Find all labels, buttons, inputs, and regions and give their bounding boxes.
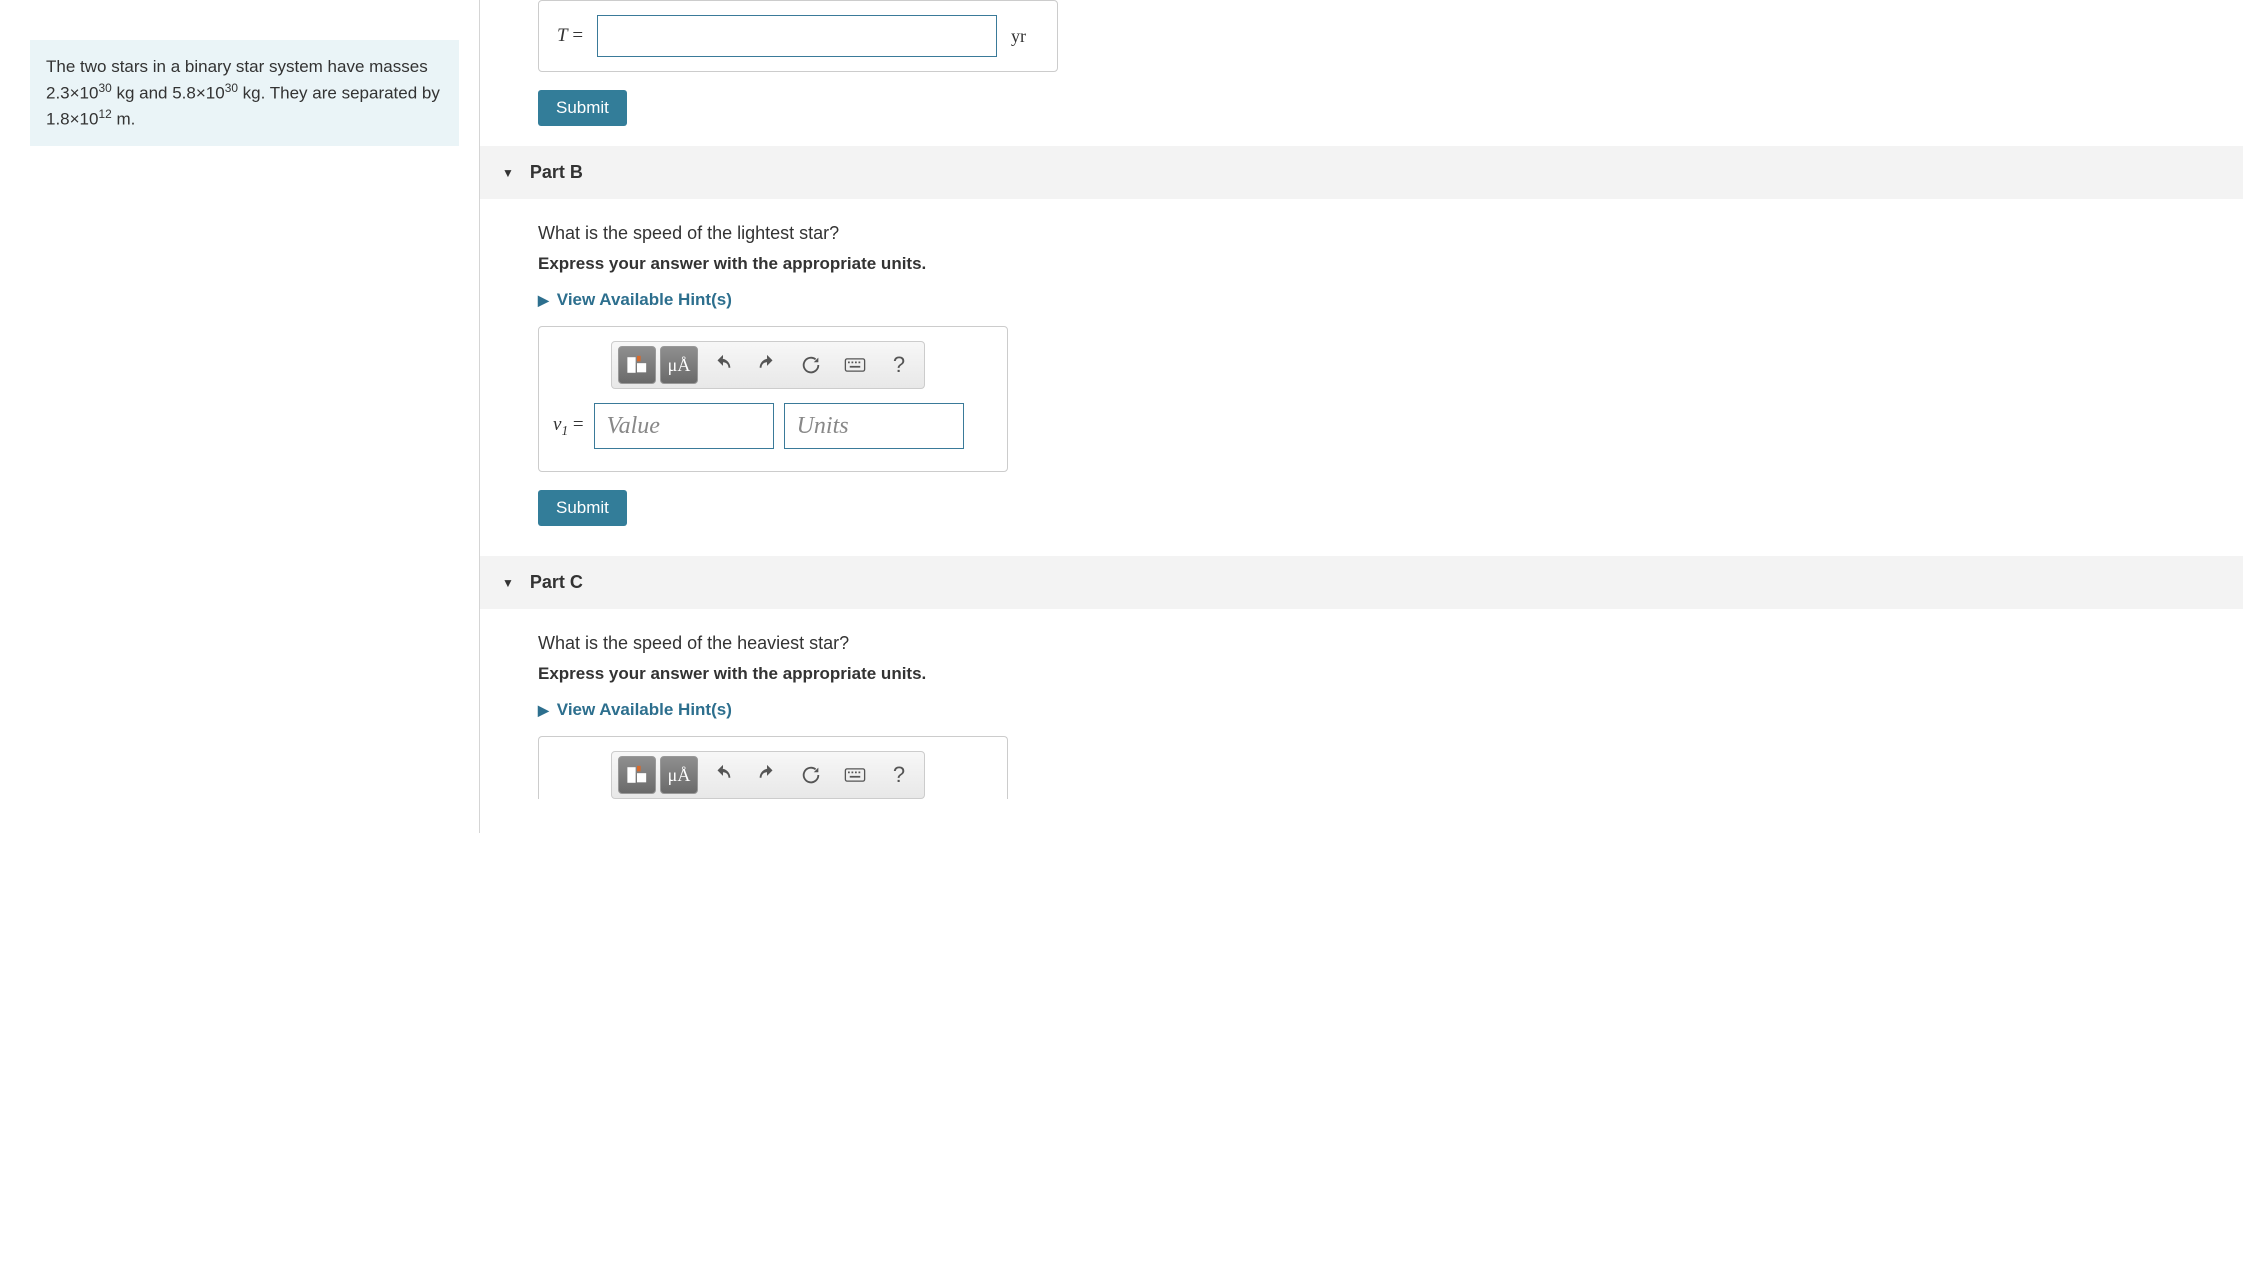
part-c-answer-box: μÅ ?	[538, 736, 1008, 799]
collapse-icon: ▼	[502, 576, 514, 590]
units-icon[interactable]: μÅ	[660, 756, 698, 794]
part-c-instruction: Express your answer with the appropriate…	[480, 664, 2243, 684]
answer-area: T = yr Submit ▼ Part B What is the speed…	[480, 0, 2243, 833]
part-c-header[interactable]: ▼ Part C	[480, 556, 2243, 609]
part-b-question: What is the speed of the lightest star?	[480, 223, 2243, 244]
hints-label: View Available Hint(s)	[557, 290, 732, 310]
chevron-right-icon: ▶	[538, 292, 549, 309]
mass2-exp: 30	[225, 81, 238, 95]
mass1-exp: 30	[98, 81, 111, 95]
sep-prefix: . They are separated by	[261, 83, 440, 102]
redo-icon[interactable]	[748, 346, 786, 384]
mass2-coef: 5.8×10	[172, 83, 224, 102]
problem-statement: The two stars in a binary star system ha…	[30, 40, 459, 146]
templates-icon[interactable]	[618, 346, 656, 384]
units-icon[interactable]: μÅ	[660, 346, 698, 384]
redo-icon[interactable]	[748, 756, 786, 794]
part-c-hints-toggle[interactable]: ▶ View Available Hint(s)	[480, 700, 2243, 720]
part-a-variable: T =	[557, 25, 583, 47]
problem-text: The two stars in a binary star system ha…	[46, 57, 428, 76]
collapse-icon: ▼	[502, 166, 514, 180]
help-icon[interactable]: ?	[880, 756, 918, 794]
part-b-answer-box: μÅ ? v1 = Value Units	[538, 326, 1008, 472]
chevron-right-icon: ▶	[538, 702, 549, 719]
part-a-answer-block: T = yr Submit	[480, 0, 2243, 146]
period: .	[131, 109, 136, 128]
sep-exp: 12	[98, 107, 111, 121]
mass-unit-2: kg	[238, 83, 261, 102]
undo-icon[interactable]	[704, 756, 742, 794]
part-c-question: What is the speed of the heaviest star?	[480, 633, 2243, 654]
part-b-header[interactable]: ▼ Part B	[480, 146, 2243, 199]
part-a-input[interactable]	[597, 15, 997, 57]
keyboard-icon[interactable]	[836, 346, 874, 384]
undo-icon[interactable]	[704, 346, 742, 384]
part-a-submit-button[interactable]: Submit	[538, 90, 627, 126]
part-b-units-input[interactable]: Units	[784, 403, 964, 449]
reset-icon[interactable]	[792, 346, 830, 384]
part-b-toolbar: μÅ ?	[611, 341, 925, 389]
part-b-title: Part B	[530, 162, 583, 183]
mass-unit-1: kg	[112, 83, 135, 102]
mass1-coef: 2.3×10	[46, 83, 98, 102]
part-b-value-input[interactable]: Value	[594, 403, 774, 449]
templates-icon[interactable]	[618, 756, 656, 794]
part-b-instruction: Express your answer with the appropriate…	[480, 254, 2243, 274]
part-c-title: Part C	[530, 572, 583, 593]
and-text: and	[134, 83, 172, 102]
part-c-toolbar: μÅ ?	[611, 751, 925, 799]
sep-unit: m	[112, 109, 131, 128]
keyboard-icon[interactable]	[836, 756, 874, 794]
hints-label: View Available Hint(s)	[557, 700, 732, 720]
part-a-unit: yr	[1011, 26, 1026, 47]
part-b-variable: v1 =	[553, 414, 584, 439]
help-icon[interactable]: ?	[880, 346, 918, 384]
sep-coef: 1.8×10	[46, 109, 98, 128]
reset-icon[interactable]	[792, 756, 830, 794]
problem-sidebar: The two stars in a binary star system ha…	[0, 0, 480, 833]
part-a-answer-box: T = yr	[538, 0, 1058, 72]
part-b-submit-button[interactable]: Submit	[538, 490, 627, 526]
part-b-hints-toggle[interactable]: ▶ View Available Hint(s)	[480, 290, 2243, 310]
